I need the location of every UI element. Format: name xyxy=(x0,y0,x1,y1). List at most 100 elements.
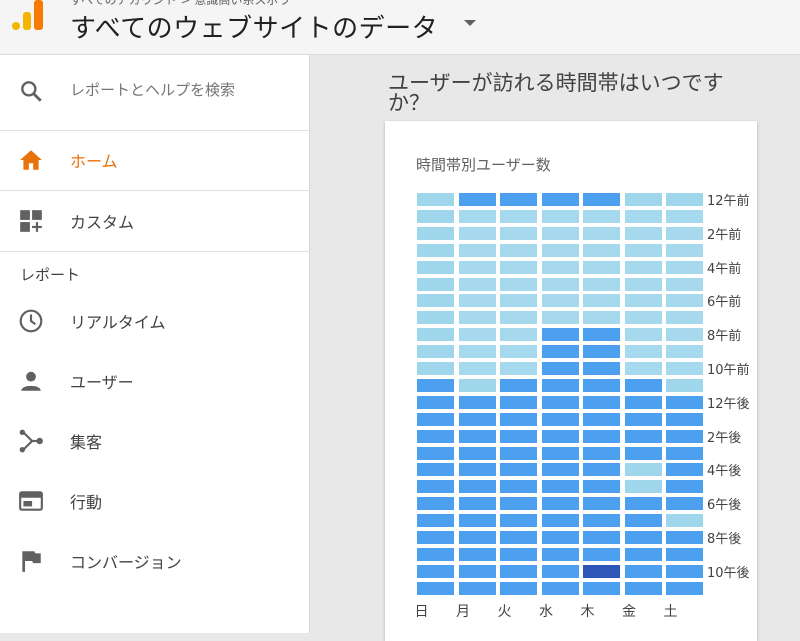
heatmap-cell[interactable] xyxy=(417,243,454,257)
heatmap-cell[interactable] xyxy=(583,429,620,443)
heatmap-cell[interactable] xyxy=(458,395,496,409)
heatmap-cell[interactable] xyxy=(458,243,496,257)
heatmap-cell[interactable] xyxy=(500,581,537,595)
heatmap-cell[interactable] xyxy=(666,311,703,325)
heatmap-cell[interactable] xyxy=(417,531,454,544)
heatmap-cell[interactable] xyxy=(417,581,454,595)
heatmap-cell[interactable] xyxy=(624,531,662,544)
heatmap-cell[interactable] xyxy=(666,362,703,375)
heatmap-cell[interactable] xyxy=(500,480,537,494)
heatmap-cell[interactable] xyxy=(624,311,662,325)
heatmap-cell[interactable] xyxy=(458,497,496,511)
heatmap-cell[interactable] xyxy=(624,193,662,206)
heatmap-cell[interactable] xyxy=(583,547,620,561)
heatmap-cell[interactable] xyxy=(417,328,454,342)
heatmap-cell[interactable] xyxy=(583,378,620,392)
heatmap-cell[interactable] xyxy=(458,446,496,460)
heatmap-cell[interactable] xyxy=(417,497,454,511)
heatmap-cell[interactable] xyxy=(624,446,662,460)
heatmap-cell[interactable] xyxy=(541,547,579,561)
heatmap-cell[interactable] xyxy=(583,226,620,240)
heatmap-cell[interactable] xyxy=(583,294,620,308)
heatmap-cell[interactable] xyxy=(500,328,537,342)
heatmap-cell[interactable] xyxy=(458,362,496,375)
heatmap-cell[interactable] xyxy=(417,480,454,494)
heatmap-cell[interactable] xyxy=(583,328,620,342)
heatmap-cell[interactable] xyxy=(417,395,454,409)
heatmap-cell[interactable] xyxy=(541,514,579,528)
heatmap-cell[interactable] xyxy=(541,463,579,477)
heatmap-cell[interactable] xyxy=(500,497,537,511)
property-selector[interactable]: すべてのウェブサイトのデータ xyxy=(70,14,439,44)
heatmap-cell[interactable] xyxy=(500,311,537,325)
heatmap-cell[interactable] xyxy=(624,547,662,561)
heatmap-cell[interactable] xyxy=(541,294,579,308)
heatmap-cell[interactable] xyxy=(500,294,537,308)
heatmap-cell[interactable] xyxy=(458,294,496,308)
heatmap-cell[interactable] xyxy=(666,480,703,494)
heatmap-cell[interactable] xyxy=(541,209,579,223)
heatmap-cell[interactable] xyxy=(666,581,703,595)
heatmap-cell[interactable] xyxy=(417,277,454,291)
heatmap-cell[interactable] xyxy=(417,514,454,528)
heatmap-cell[interactable] xyxy=(583,446,620,460)
heatmap-cell[interactable] xyxy=(624,497,662,511)
heatmap-cell[interactable] xyxy=(417,446,454,460)
heatmap-cell[interactable] xyxy=(458,209,496,223)
search-row[interactable]: レポートとヘルプを検索 xyxy=(0,61,309,121)
heatmap-cell[interactable] xyxy=(583,277,620,291)
heatmap-cell[interactable] xyxy=(500,514,537,528)
heatmap-cell[interactable] xyxy=(624,243,662,257)
heatmap-cell[interactable] xyxy=(624,514,662,528)
heatmap-cell[interactable] xyxy=(583,260,620,274)
heatmap-cell[interactable] xyxy=(624,429,662,443)
heatmap-cell[interactable] xyxy=(458,429,496,443)
heatmap-cell[interactable] xyxy=(458,480,496,494)
heatmap-cell[interactable] xyxy=(666,497,703,511)
heatmap-cell[interactable] xyxy=(624,463,662,477)
heatmap-cell[interactable] xyxy=(458,260,496,274)
heatmap-cell[interactable] xyxy=(458,226,496,240)
heatmap-cell[interactable] xyxy=(666,294,703,308)
heatmap-cell[interactable] xyxy=(500,277,537,291)
chevron-down-icon[interactable] xyxy=(464,20,476,26)
heatmap-cell[interactable] xyxy=(500,564,537,578)
heatmap-cell[interactable] xyxy=(583,395,620,409)
heatmap-cell[interactable] xyxy=(417,209,454,223)
heatmap-cell[interactable] xyxy=(458,328,496,342)
heatmap-cell[interactable] xyxy=(500,209,537,223)
heatmap-cell[interactable] xyxy=(500,463,537,477)
heatmap-cell[interactable] xyxy=(541,531,579,544)
heatmap-cell[interactable] xyxy=(624,395,662,409)
heatmap-cell[interactable] xyxy=(666,395,703,409)
heatmap-cell[interactable] xyxy=(666,243,703,257)
heatmap-cell[interactable] xyxy=(624,412,662,426)
heatmap-cell[interactable] xyxy=(541,378,579,392)
heatmap-cell[interactable] xyxy=(666,514,703,528)
heatmap-cell[interactable] xyxy=(583,514,620,528)
heatmap-cell[interactable] xyxy=(666,463,703,477)
heatmap-cell[interactable] xyxy=(500,395,537,409)
heatmap-cell[interactable] xyxy=(624,378,662,392)
sidebar-item-home[interactable]: ホーム xyxy=(0,130,309,190)
heatmap-cell[interactable] xyxy=(583,564,620,578)
sidebar-item-acquisition[interactable]: 集客 xyxy=(0,411,309,471)
heatmap-cell[interactable] xyxy=(541,564,579,578)
heatmap-cell[interactable] xyxy=(666,564,703,578)
heatmap-cell[interactable] xyxy=(666,345,703,359)
heatmap-cell[interactable] xyxy=(417,564,454,578)
heatmap-cell[interactable] xyxy=(583,412,620,426)
heatmap-cell[interactable] xyxy=(624,581,662,595)
heatmap-cell[interactable] xyxy=(541,497,579,511)
heatmap-cell[interactable] xyxy=(583,362,620,375)
heatmap-cell[interactable] xyxy=(417,429,454,443)
heatmap-cell[interactable] xyxy=(666,531,703,544)
heatmap-cell[interactable] xyxy=(583,463,620,477)
heatmap-cell[interactable] xyxy=(666,446,703,460)
heatmap-cell[interactable] xyxy=(500,260,537,274)
sidebar-item-users[interactable]: ユーザー xyxy=(0,351,309,411)
heatmap-cell[interactable] xyxy=(666,226,703,240)
heatmap-cell[interactable] xyxy=(541,260,579,274)
heatmap-cell[interactable] xyxy=(583,497,620,511)
heatmap-cell[interactable] xyxy=(624,226,662,240)
